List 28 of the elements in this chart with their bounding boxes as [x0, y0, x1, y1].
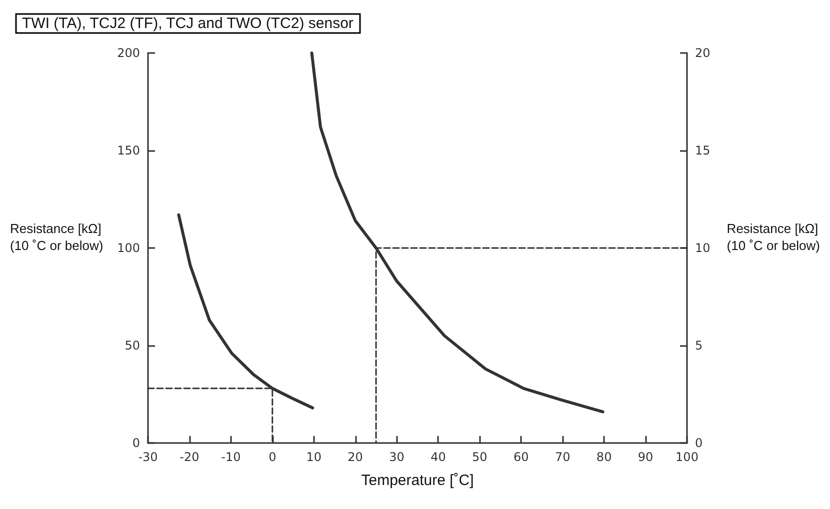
y-tick-label: 200 [117, 46, 140, 60]
x-tick-label: 50 [472, 450, 488, 464]
x-tick-label: 30 [389, 450, 404, 464]
x-tick-label: 40 [430, 450, 446, 464]
y-tick-label: 50 [124, 338, 140, 352]
x-axis-title: Temperature [˚C] [361, 472, 474, 489]
x-tick-label: 90 [638, 450, 654, 464]
y-tick-label: 150 [117, 144, 140, 158]
y2-tick-label: 20 [695, 46, 710, 60]
chart-title: TWI (TA), TCJ2 (TF), TCJ and TWO (TC2) sensor [22, 15, 354, 32]
x-tick-label: 100 [676, 450, 698, 464]
x-tick-label: 80 [596, 450, 612, 464]
y2-tick-label: 10 [695, 241, 710, 255]
x-tick-label: 70 [554, 450, 570, 464]
y-tick-label: 0 [132, 436, 140, 450]
x-tick-label: -30 [138, 450, 158, 464]
y2-tick-label: 15 [695, 144, 710, 158]
x-tick-label: 60 [514, 450, 529, 464]
x-tick-label: 0 [268, 450, 276, 464]
y2-axis-title: Resistance [kΩ] (10 ˚C or below) [726, 221, 820, 253]
x-tick-label: -10 [221, 450, 241, 464]
x-tick-label: 20 [348, 450, 363, 464]
y2-tick-label: 5 [695, 338, 703, 352]
x-tick-label: 10 [306, 450, 322, 464]
y-axis-title: Resistance [kΩ] (10 ˚C or below) [10, 221, 104, 253]
x-tick-label: -20 [180, 450, 200, 464]
y2-tick-label: 0 [695, 436, 703, 450]
y-tick-label: 100 [117, 241, 140, 255]
